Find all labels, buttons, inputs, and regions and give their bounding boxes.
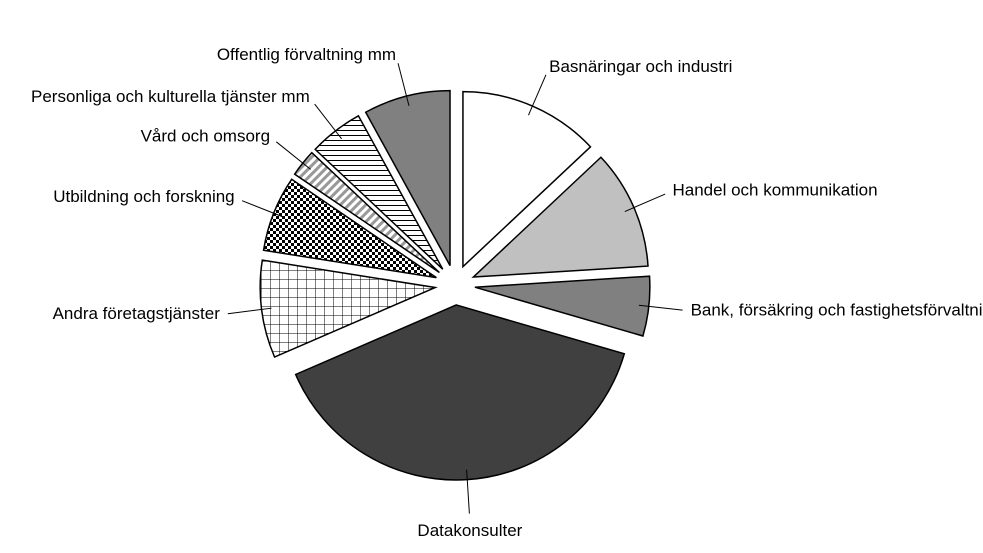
slice-label: Andra företagstjänster (53, 304, 221, 323)
slice-label: Bank, försäkring och fastighetsförvaltni… (691, 300, 983, 319)
leader-line (241, 200, 284, 218)
slice-label: Vård och omsorg (141, 126, 270, 145)
slice-label: Utbildning och forskning (53, 187, 234, 206)
slice-label: Handel och kommunikation (673, 180, 878, 199)
slice-label: Personliga och kulturella tjänster mm (31, 87, 310, 106)
slice-label: Datakonsulter (417, 521, 522, 540)
leader-line (397, 63, 410, 106)
leader-line (314, 103, 343, 140)
leader-line (466, 469, 470, 514)
leader-line (227, 307, 272, 315)
leader-line (528, 74, 547, 116)
leader-line (275, 141, 311, 170)
slice-label: Basnäringar och industri (549, 57, 732, 76)
slice-label: Offentlig förvaltning mm (217, 45, 396, 64)
leader-line (638, 304, 683, 311)
pie-slice (294, 304, 626, 481)
leader-line (624, 193, 666, 212)
